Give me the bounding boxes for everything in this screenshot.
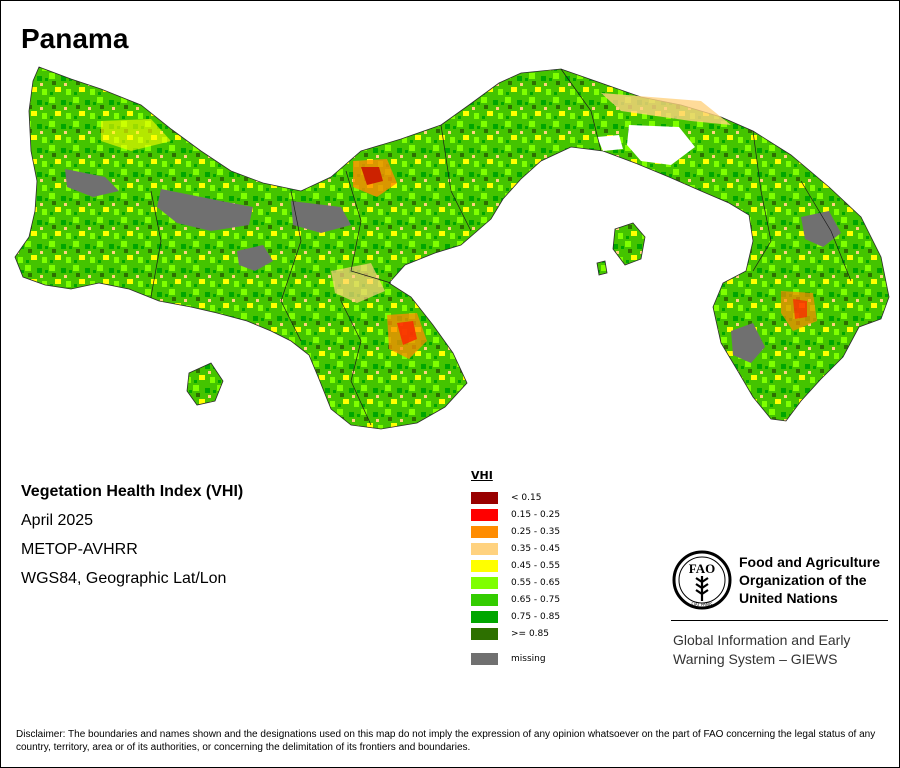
hotspot-very-low-vhi bbox=[397, 321, 417, 345]
fao-emblem-icon: FAO FIAT PANIS bbox=[672, 550, 732, 610]
legend-item: 0.35 - 0.45 bbox=[471, 540, 560, 557]
disclaimer: Disclaimer: The boundaries and names sho… bbox=[16, 729, 876, 753]
legend-item: 0.65 - 0.75 bbox=[471, 591, 560, 608]
index-name: Vegetation Health Index (VHI) bbox=[21, 483, 244, 500]
org-line: Organization of the bbox=[739, 572, 867, 588]
province-boundary bbox=[560, 68, 602, 152]
fao-organization-name: Food and Agriculture Organization of the… bbox=[739, 553, 899, 607]
vhi-legend: VHI < 0.15 0.15 - 0.25 0.25 - 0.35 0.35 … bbox=[471, 469, 560, 667]
hotspot-very-low-vhi bbox=[361, 167, 383, 185]
province-boundary bbox=[345, 170, 392, 284]
org-line: Food and Agriculture bbox=[739, 554, 881, 570]
hotspot-very-low-vhi bbox=[793, 299, 807, 319]
legend-swatch bbox=[471, 652, 498, 665]
missing-area bbox=[731, 323, 765, 363]
legend-label: 0.65 - 0.75 bbox=[511, 594, 561, 605]
hotspot-moderate-vhi bbox=[601, 93, 731, 125]
legend-swatch bbox=[471, 491, 498, 504]
legend-label: 0.55 - 0.65 bbox=[511, 577, 561, 588]
fao-emblem-motto: FIAT PANIS bbox=[691, 602, 713, 607]
legend-label: 0.45 - 0.55 bbox=[511, 560, 561, 571]
legend-item: 0.75 - 0.85 bbox=[471, 608, 560, 625]
legend-swatch bbox=[471, 610, 498, 623]
legend-swatch bbox=[471, 508, 498, 521]
legend-label: missing bbox=[511, 653, 546, 664]
legend-title: VHI bbox=[471, 469, 493, 482]
legend-label: 0.75 - 0.85 bbox=[511, 611, 561, 622]
legend-swatch bbox=[471, 525, 498, 538]
map-title: Panama bbox=[21, 23, 129, 54]
province-boundary bbox=[800, 180, 852, 282]
logo-divider bbox=[671, 620, 888, 621]
giews-name: Global Information and Early Warning Sys… bbox=[673, 631, 893, 669]
pearl-islands bbox=[612, 222, 646, 266]
legend-item: 0.55 - 0.65 bbox=[471, 574, 560, 591]
vhi-map bbox=[14, 66, 890, 430]
fao-emblem-letters: FAO bbox=[689, 561, 715, 576]
province-boundaries bbox=[150, 68, 852, 426]
missing-area bbox=[237, 245, 273, 271]
drought-hotspots bbox=[101, 93, 817, 359]
legend-label: < 0.15 bbox=[511, 492, 542, 503]
legend-swatch bbox=[471, 559, 498, 572]
hotspot-dry-vhi bbox=[101, 119, 171, 151]
giews-line: Warning System – GIEWS bbox=[673, 651, 838, 667]
small-island bbox=[596, 260, 608, 276]
cloud-area bbox=[627, 125, 695, 165]
province-boundary bbox=[150, 190, 162, 298]
cloud-area bbox=[597, 135, 623, 151]
legend-label: 0.15 - 0.25 bbox=[511, 509, 561, 520]
no-data-cloud-areas bbox=[597, 125, 695, 165]
province-boundary bbox=[340, 300, 372, 426]
legend-swatch bbox=[471, 593, 498, 606]
province-boundary bbox=[280, 190, 302, 342]
org-line: United Nations bbox=[739, 590, 838, 606]
legend-swatch bbox=[471, 576, 498, 589]
missing-area bbox=[801, 211, 841, 247]
legend-label: 0.35 - 0.45 bbox=[511, 543, 561, 554]
giews-line: Global Information and Early bbox=[673, 632, 851, 648]
hotspot-moderate-vhi bbox=[331, 263, 385, 303]
legend-item: < 0.15 bbox=[471, 489, 560, 506]
legend-item: 0.25 - 0.35 bbox=[471, 523, 560, 540]
legend-item: 0.15 - 0.25 bbox=[471, 506, 560, 523]
legend-item-missing: missing bbox=[471, 650, 560, 667]
missing-data-areas bbox=[65, 169, 841, 363]
sensor: METOP-AVHRR bbox=[21, 541, 138, 558]
province-boundary bbox=[440, 124, 472, 232]
legend-label: >= 0.85 bbox=[511, 628, 549, 639]
period: April 2025 bbox=[21, 512, 94, 529]
province-boundary bbox=[752, 130, 772, 272]
missing-area bbox=[65, 169, 119, 197]
projection: WGS84, Geographic Lat/Lon bbox=[21, 570, 227, 587]
missing-area bbox=[157, 189, 253, 231]
legend-swatch bbox=[471, 627, 498, 640]
missing-area bbox=[291, 201, 351, 233]
azuero-west-coast bbox=[186, 362, 224, 406]
legend-item: >= 0.85 bbox=[471, 625, 560, 642]
legend-item: 0.45 - 0.55 bbox=[471, 557, 560, 574]
map-metadata: Vegetation Health Index (VHI) April 2025… bbox=[21, 477, 243, 593]
legend-label: 0.25 - 0.35 bbox=[511, 526, 561, 537]
legend-swatch bbox=[471, 542, 498, 555]
